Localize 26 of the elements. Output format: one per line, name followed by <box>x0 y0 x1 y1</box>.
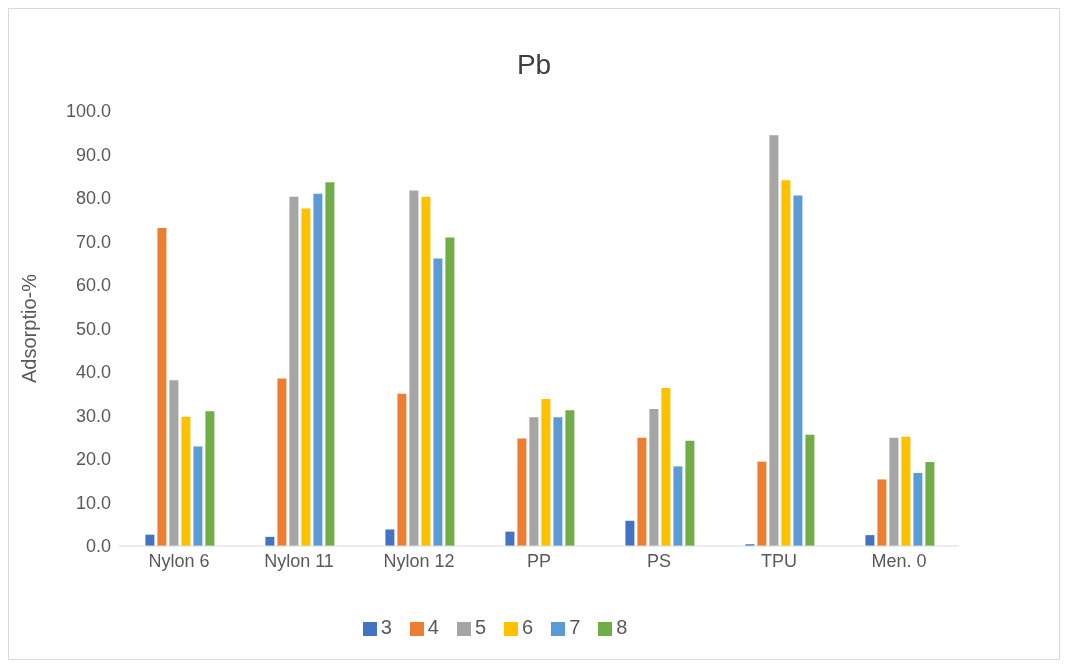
legend-label: 7 <box>569 616 581 638</box>
x-tick-label: PS <box>646 550 672 571</box>
x-tick-label: PP <box>526 550 552 571</box>
y-tick-label: 90.0 <box>75 144 111 165</box>
y-tick-label: 50.0 <box>75 318 111 339</box>
legend-label: 6 <box>522 616 534 638</box>
legend-label: 4 <box>427 616 439 638</box>
y-tick-label: 60.0 <box>75 275 111 296</box>
y-tick-label: 30.0 <box>75 405 111 426</box>
y-tick-label: 20.0 <box>75 449 111 470</box>
y-tick-label: 80.0 <box>75 188 111 209</box>
x-tick-label: TPU <box>761 550 797 571</box>
legend-label: 8 <box>616 616 628 638</box>
y-tick-label: 100.0 <box>65 101 111 122</box>
legend-label: 5 <box>474 616 486 638</box>
y-tick-label: 0.0 <box>85 536 111 557</box>
x-tick-label: Nylon 12 <box>383 550 455 571</box>
y-axis-title: Adsorptio-% <box>18 273 41 383</box>
y-tick-label: 10.0 <box>75 492 111 513</box>
y-tick-label: 70.0 <box>75 231 111 252</box>
x-tick-label: Nylon 6 <box>148 550 210 571</box>
x-tick-label: Men. 0 <box>871 550 927 571</box>
y-tick-label: 40.0 <box>75 362 111 383</box>
x-tick-label: Nylon 11 <box>264 550 334 571</box>
legend-label: 3 <box>380 616 392 638</box>
chart-title: Pb <box>515 49 553 81</box>
